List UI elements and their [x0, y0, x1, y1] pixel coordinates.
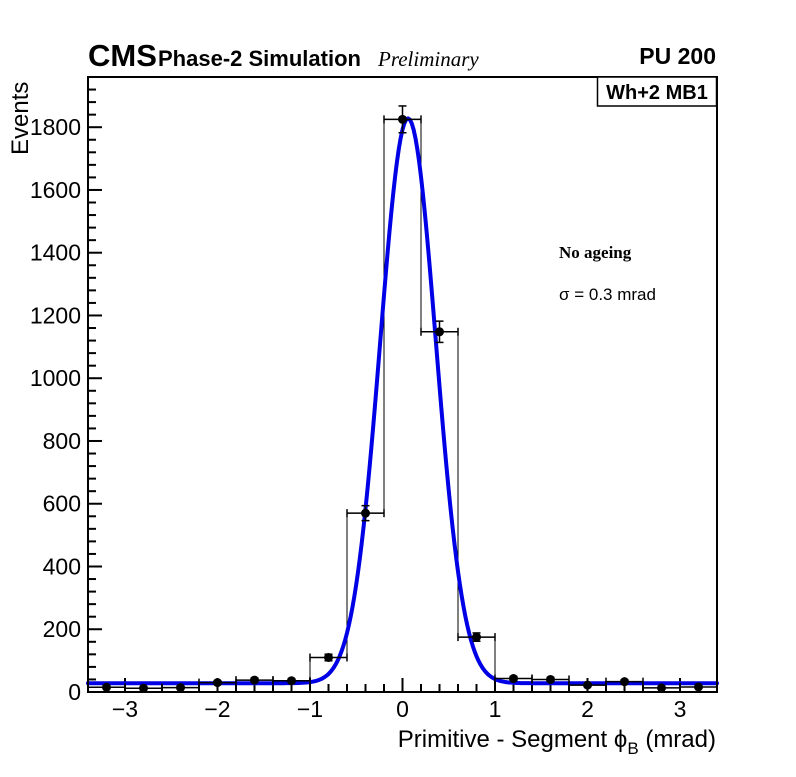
data-point-marker	[657, 683, 666, 693]
data-point-marker	[435, 327, 444, 337]
y-tick-label: 200	[43, 616, 81, 642]
phi-subscript-B: B	[627, 739, 638, 758]
y-tick-label: 400	[43, 553, 81, 579]
y-tick-label: 1800	[30, 114, 81, 140]
data-point-marker	[398, 114, 407, 124]
data-point-marker	[546, 674, 555, 684]
data-point-marker	[694, 682, 703, 692]
data-point-marker	[139, 683, 148, 693]
data-point-marker	[213, 678, 222, 688]
x-tick-label: −3	[112, 696, 138, 722]
data-point-marker	[324, 652, 333, 662]
corner-label-box	[596, 76, 718, 107]
x-tick-label: 1	[489, 696, 502, 722]
data-point-marker	[102, 682, 111, 692]
y-tick-label: 1000	[30, 365, 81, 391]
y-tick-label: 800	[43, 428, 81, 454]
phi-symbol: ϕ	[614, 726, 627, 753]
data-markers	[102, 114, 703, 693]
annotation-sigma: σ = 0.3 mrad	[559, 285, 656, 304]
x-axis-title: Primitive - Segment ϕB (mrad)	[398, 726, 716, 758]
corner-label: Wh+2 MB1	[606, 82, 708, 104]
x-tick-label: 0	[396, 696, 409, 722]
y-tick-label: 600	[43, 491, 81, 517]
y-tick-label: 1400	[30, 240, 81, 266]
data-point-marker	[250, 675, 259, 685]
cms-logo-text: CMS	[88, 38, 157, 73]
data-point-marker	[176, 683, 185, 693]
annotation-no-ageing: No ageing	[559, 243, 632, 262]
data-point-marker	[287, 676, 296, 686]
data-point-marker	[583, 680, 592, 690]
data-point-marker	[472, 632, 481, 642]
x-tick-label: −1	[297, 696, 323, 722]
x-tick-label: 2	[581, 696, 594, 722]
preliminary-label: Preliminary	[377, 47, 479, 71]
y-tick-label: 1600	[30, 177, 81, 203]
x-axis-title-main: Primitive - Segment	[398, 726, 614, 753]
x-axis-title-suffix: (mrad)	[639, 726, 716, 753]
pu-label: PU 200	[639, 43, 716, 69]
y-axis-title: Events	[7, 82, 34, 155]
x-tick-label: −2	[204, 696, 230, 722]
plot-frame	[87, 76, 718, 693]
data-point-marker	[509, 674, 518, 684]
error-bars	[87, 105, 718, 693]
y-tick-label: 0	[68, 679, 81, 705]
data-point-marker	[620, 677, 629, 687]
axis-tick-labels: −3 −2 −1 0 1 2 3 0 200 400 600 800 1000 1200 1400 1600 1…	[30, 114, 687, 722]
gaussian-fit-curve	[86, 116, 719, 686]
histogram-outline	[87, 118, 718, 692]
phase2-simulation-label: Phase-2 Simulation	[158, 46, 361, 71]
y-tick-label: 1200	[30, 302, 81, 328]
x-tick-label: 3	[674, 696, 687, 722]
data-point-marker	[361, 508, 370, 518]
